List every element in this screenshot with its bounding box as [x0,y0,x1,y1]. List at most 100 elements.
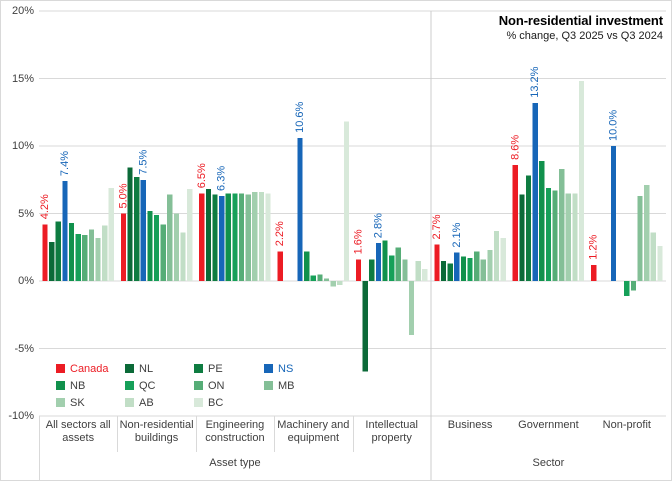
y-tick-label: -10% [8,410,34,422]
category-label: All sectors all assets [45,419,111,444]
bar-mb [559,168,565,281]
bar-sk [95,237,101,281]
legend-label: QC [139,379,156,392]
bar-nl [519,194,525,281]
bar-value-label: 1.6% [353,229,365,254]
legend: Canada NL PE NS NB QC ON MB SK AB BC [56,360,333,411]
bar-value-label: 2.2% [274,221,286,246]
group-label: Asset type [209,457,261,469]
bar-ab [258,191,265,281]
bar-qc [545,187,552,281]
bar-value-label: 7.4% [59,151,71,176]
bar-canada [120,213,127,281]
bar-nb [382,240,388,281]
bar-value-label: 10.6% [294,101,306,132]
bar-bc [108,187,114,281]
legend-item-nb: NB [56,377,125,394]
bar-ns [219,195,225,281]
legend-swatch-icon [194,398,203,407]
bar-value-label: 5.0% [117,183,129,208]
bar-mb [480,259,486,281]
bar-mb [245,194,251,281]
bar-bc [578,81,585,281]
category-separator-line [117,416,119,452]
bar-on [160,224,166,281]
legend-item-nl: NL [125,360,194,377]
bar-value-label: 7.5% [137,149,149,174]
bar-ns [532,102,538,281]
y-tick-label: 15% [11,72,34,85]
bar-ns [140,179,146,281]
bar-qc [75,233,81,281]
category-label: Engineering construction [205,419,265,444]
bar-canada [434,244,440,281]
legend-label: Canada [70,362,109,375]
legend-item-pe: PE [194,360,264,377]
bar-mb [88,229,95,281]
bar-value-label: 13.2% [529,66,541,97]
bar-canada [355,259,362,281]
y-tick-label: -5% [14,342,34,355]
bar-ab [650,232,656,281]
chart-title: Non-residential investment [498,13,663,28]
bar-value-label: 1.2% [588,235,600,260]
bar-bc [657,245,663,281]
bar-value-label: 4.2% [39,194,51,219]
legend-label: NL [139,362,154,375]
bar-ab [415,260,421,281]
bar-value-label: 2.1% [451,222,463,247]
legend-swatch-icon [56,398,65,407]
bar-ns [375,243,382,281]
bar-ns [62,181,68,281]
bar-ab [102,225,108,281]
bar-sk [565,193,571,281]
bar-pe [134,177,140,281]
legend-swatch-icon [125,364,134,373]
legend-item-qc: QC [125,377,194,394]
legend-swatch-icon [194,364,203,373]
y-tick-label: 5% [18,207,34,220]
bar-canada [199,193,205,281]
bar-canada [591,264,597,281]
legend-swatch-icon [125,398,134,407]
legend-item-ns: NS [264,360,333,377]
y-tick-label: 0% [18,275,34,287]
bar-qc [624,281,630,296]
bar-qc [153,214,160,281]
legend-label: NS [278,362,294,375]
category-separator-line [352,416,354,452]
legend-swatch-icon [264,364,273,373]
bar-on [552,190,558,281]
bar-ab [337,281,343,286]
bar-on [317,274,323,281]
bar-on [395,247,401,281]
bar-ns [610,146,617,281]
bar-canada [512,164,518,281]
legend-swatch-icon [125,381,134,390]
legend-label: SK [70,396,85,409]
category-label: Intellectual property [365,419,418,444]
bar-bc [187,189,193,281]
bar-value-label: 2.7% [431,214,443,239]
category-label: Business [447,419,493,431]
category-label: Non-residential buildings [119,419,194,444]
bar-ab [180,232,186,281]
legend-item-mb: MB [264,377,333,394]
bar-bc [422,268,428,281]
chart-subtitle: % change, Q3 2025 vs Q3 2024 [506,30,663,42]
legend-label: ON [208,379,225,392]
bar-sk [173,213,180,281]
bar-value-label: 2.8% [372,213,384,238]
bar-nl [127,167,133,281]
legend-swatch-icon [56,364,65,373]
category-label: Non-profit [602,419,651,431]
bar-mb [323,278,330,281]
bar-on [630,281,637,291]
bar-mb [402,259,408,281]
bar-qc [232,193,238,281]
bar-qc [389,255,395,281]
bar-canada [277,251,283,281]
category-label: Government [518,419,579,431]
bar-nl [440,260,447,281]
